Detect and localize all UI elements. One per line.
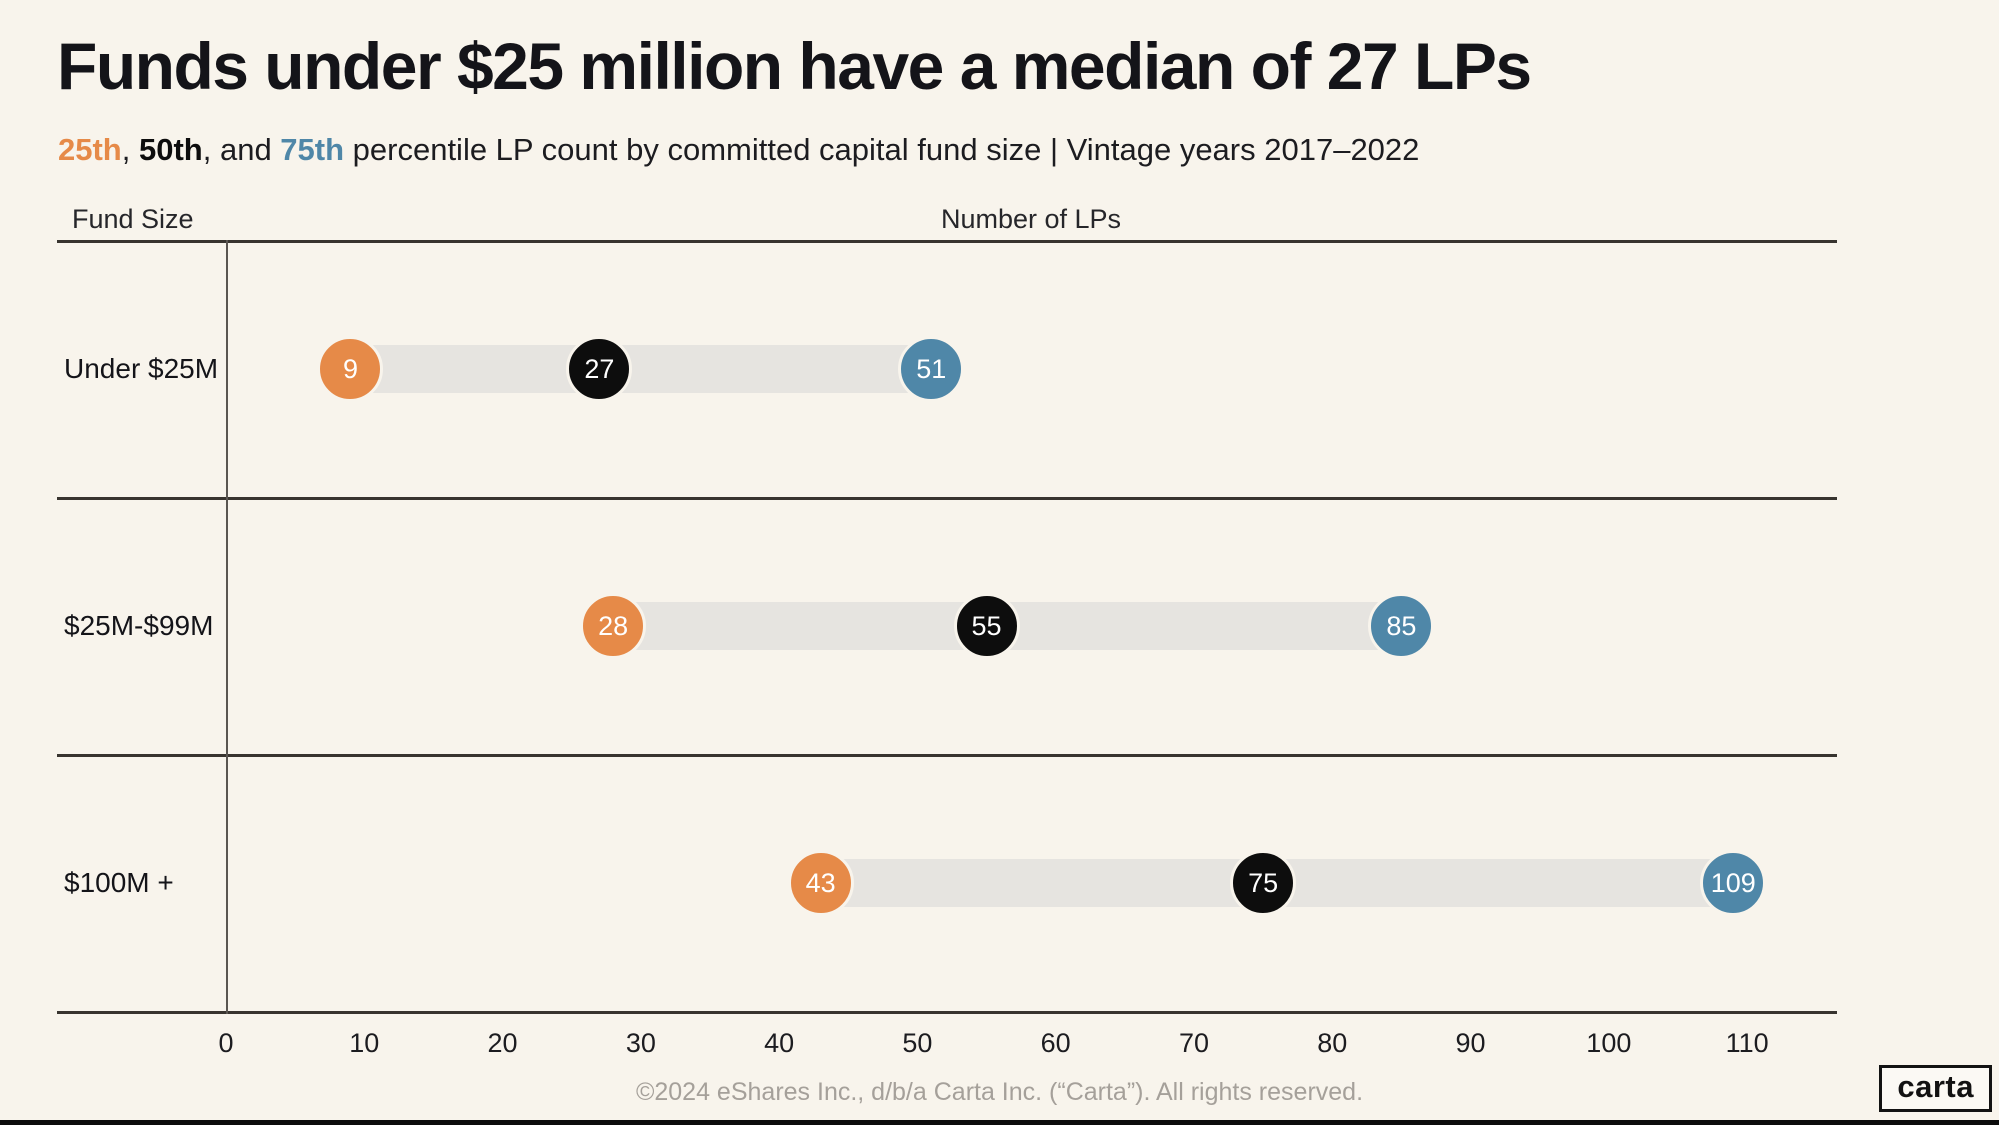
y-axis-line <box>226 240 228 1014</box>
subtitle-rest: percentile LP count by committed capital… <box>344 132 1420 167</box>
dot-50th: 75 <box>1230 850 1297 916</box>
x-tick-10: 10 <box>349 1028 380 1058</box>
x-tick-30: 30 <box>625 1028 656 1058</box>
carta-logo: carta <box>1879 1065 1992 1112</box>
bottom-edge-bar <box>0 1120 1999 1125</box>
y-axis-title: Fund Size <box>72 204 194 234</box>
copyright-text: ©2024 eShares Inc., d/b/a Carta Inc. (“C… <box>635 1078 1364 1106</box>
row-label-25m-99m: $25M-$99M <box>64 610 214 641</box>
dot-75th: 51 <box>898 336 965 402</box>
x-tick-60: 60 <box>1040 1028 1071 1058</box>
row-separator <box>57 754 1837 757</box>
x-tick-100: 100 <box>1586 1028 1632 1058</box>
dot-50th: 55 <box>953 593 1020 659</box>
subtitle-75th-label: 75th <box>280 132 345 167</box>
row-separator <box>57 497 1837 500</box>
x-tick-0: 0 <box>218 1028 234 1058</box>
dot-75th: 85 <box>1368 593 1435 659</box>
x-tick-20: 20 <box>487 1028 518 1058</box>
range-bar <box>350 345 932 393</box>
chart-top-border <box>57 240 1837 243</box>
dot-25th: 9 <box>317 336 384 402</box>
row-label-100m: $100M + <box>64 867 174 898</box>
chart-subtitle: 25th, 50th, and 75th percentile LP count… <box>58 132 1419 168</box>
dot-25th: 43 <box>787 850 854 916</box>
x-tick-90: 90 <box>1455 1028 1486 1058</box>
x-tick-50: 50 <box>902 1028 933 1058</box>
dot-75th: 109 <box>1700 850 1767 916</box>
dot-50th: 27 <box>566 336 633 402</box>
x-tick-110: 110 <box>1725 1028 1769 1058</box>
subtitle-25th-label: 25th <box>58 132 122 167</box>
x-axis-line <box>57 1011 1837 1014</box>
x-axis-title: Number of LPs <box>940 204 1122 234</box>
row-label-under-25m: Under $25M <box>64 353 219 384</box>
subtitle-separator: , and <box>202 132 281 167</box>
x-tick-40: 40 <box>764 1028 795 1058</box>
subtitle-50th-label: 50th <box>138 132 203 167</box>
x-tick-70: 70 <box>1178 1028 1209 1058</box>
x-tick-80: 80 <box>1317 1028 1348 1058</box>
chart-title: Funds under $25 million have a median of… <box>57 29 1532 103</box>
subtitle-separator: , <box>121 132 139 167</box>
dot-25th: 28 <box>580 593 647 659</box>
